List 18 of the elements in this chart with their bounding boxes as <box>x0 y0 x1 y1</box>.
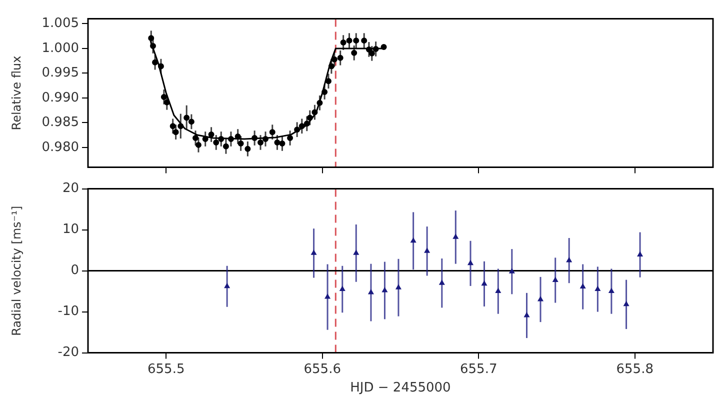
y-tick-label: -10 <box>58 304 79 320</box>
y-tick-label: 0.995 <box>42 66 79 81</box>
x-tick-label: 655.8 <box>616 362 654 377</box>
y-tick-label: -20 <box>58 345 79 360</box>
y-axis-title: Relative flux <box>9 56 24 130</box>
x-tick-label: 655.6 <box>304 362 341 377</box>
y-tick-label: 10 <box>62 222 79 238</box>
y-tick-label: 20 <box>62 181 79 196</box>
y-tick-label: 0.985 <box>42 115 79 130</box>
y-tick-label: 0.980 <box>42 140 79 155</box>
x-axis-title: HJD − 2455000 <box>350 380 451 396</box>
y-tick-label: 1.005 <box>42 16 79 32</box>
x-tick-label: 655.5 <box>148 362 185 377</box>
x-tick-label: 655.7 <box>460 362 498 377</box>
y-tick-label: 1.000 <box>42 40 79 56</box>
y-tick-label: 0 <box>70 263 79 278</box>
y-axis-title: Radial velocity [ms⁻¹] <box>9 206 24 336</box>
y-tick-label: 0.990 <box>42 90 79 106</box>
